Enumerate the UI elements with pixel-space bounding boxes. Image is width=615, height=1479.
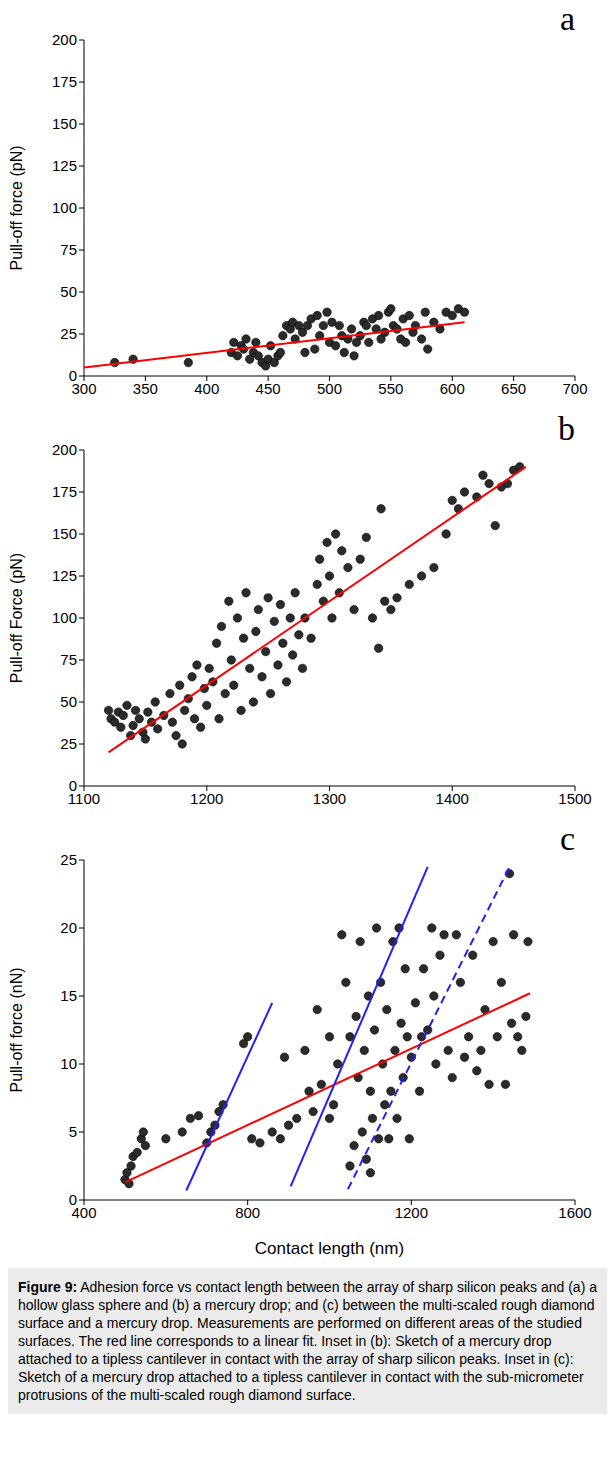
svg-text:25: 25 bbox=[60, 325, 77, 342]
svg-text:1300: 1300 bbox=[313, 790, 346, 807]
svg-text:5: 5 bbox=[69, 1123, 77, 1140]
svg-text:75: 75 bbox=[60, 241, 77, 258]
svg-text:150: 150 bbox=[52, 115, 77, 132]
svg-text:Pull-off force (nN): Pull-off force (nN) bbox=[8, 967, 25, 1092]
svg-text:200: 200 bbox=[52, 31, 77, 48]
svg-text:0: 0 bbox=[69, 1191, 77, 1208]
svg-text:10: 10 bbox=[60, 1055, 77, 1072]
html-text:b: b bbox=[558, 410, 575, 447]
svg-text:1100: 1100 bbox=[67, 789, 101, 807]
html-text:Figure 9: Adhesion force vs co: Figure 9: Adhesion force vs contact leng… bbox=[18, 1279, 597, 1403]
svg-text:100: 100 bbox=[52, 609, 77, 626]
svg-text:50: 50 bbox=[60, 693, 77, 710]
svg-text:175: 175 bbox=[52, 483, 77, 500]
svg-text:0: 0 bbox=[69, 367, 77, 384]
svg-text:650: 650 bbox=[501, 380, 526, 397]
svg-text:Pull-off force (pN): Pull-off force (pN) bbox=[8, 145, 25, 270]
svg-text:1600: 1600 bbox=[558, 1204, 591, 1221]
svg-text:75: 75 bbox=[60, 651, 77, 668]
svg-text:25: 25 bbox=[60, 851, 77, 868]
svg-text:20: 20 bbox=[60, 919, 77, 936]
svg-text:550: 550 bbox=[378, 380, 403, 397]
html-text:a: a bbox=[559, 0, 575, 37]
svg-text:400: 400 bbox=[71, 1203, 97, 1221]
svg-text:1200: 1200 bbox=[395, 1204, 428, 1221]
svg-text:200: 200 bbox=[52, 441, 77, 458]
svg-text:175: 175 bbox=[52, 73, 77, 90]
svg-text:700: 700 bbox=[562, 380, 587, 397]
svg-text:50: 50 bbox=[60, 283, 77, 300]
svg-text:125: 125 bbox=[52, 157, 77, 174]
svg-text:Pull-off Force (pN): Pull-off Force (pN) bbox=[8, 553, 25, 683]
svg-text:1200: 1200 bbox=[190, 790, 223, 807]
svg-text:Contact length (nm): Contact length (nm) bbox=[255, 1239, 404, 1258]
svg-text:300: 300 bbox=[71, 379, 97, 397]
svg-text:800: 800 bbox=[235, 1204, 260, 1221]
svg-text:125: 125 bbox=[52, 567, 77, 584]
html-text:c: c bbox=[559, 820, 575, 857]
svg-text:100: 100 bbox=[52, 199, 77, 216]
svg-text:600: 600 bbox=[440, 380, 465, 397]
svg-text:15: 15 bbox=[60, 987, 77, 1004]
svg-text:0: 0 bbox=[69, 777, 77, 794]
svg-text:500: 500 bbox=[317, 380, 342, 397]
svg-text:1500: 1500 bbox=[558, 790, 591, 807]
svg-text:350: 350 bbox=[133, 380, 158, 397]
svg-text:150: 150 bbox=[52, 525, 77, 542]
svg-text:25: 25 bbox=[60, 735, 77, 752]
svg-text:400: 400 bbox=[194, 380, 219, 397]
svg-text:1400: 1400 bbox=[436, 790, 469, 807]
svg-text:450: 450 bbox=[256, 380, 281, 397]
